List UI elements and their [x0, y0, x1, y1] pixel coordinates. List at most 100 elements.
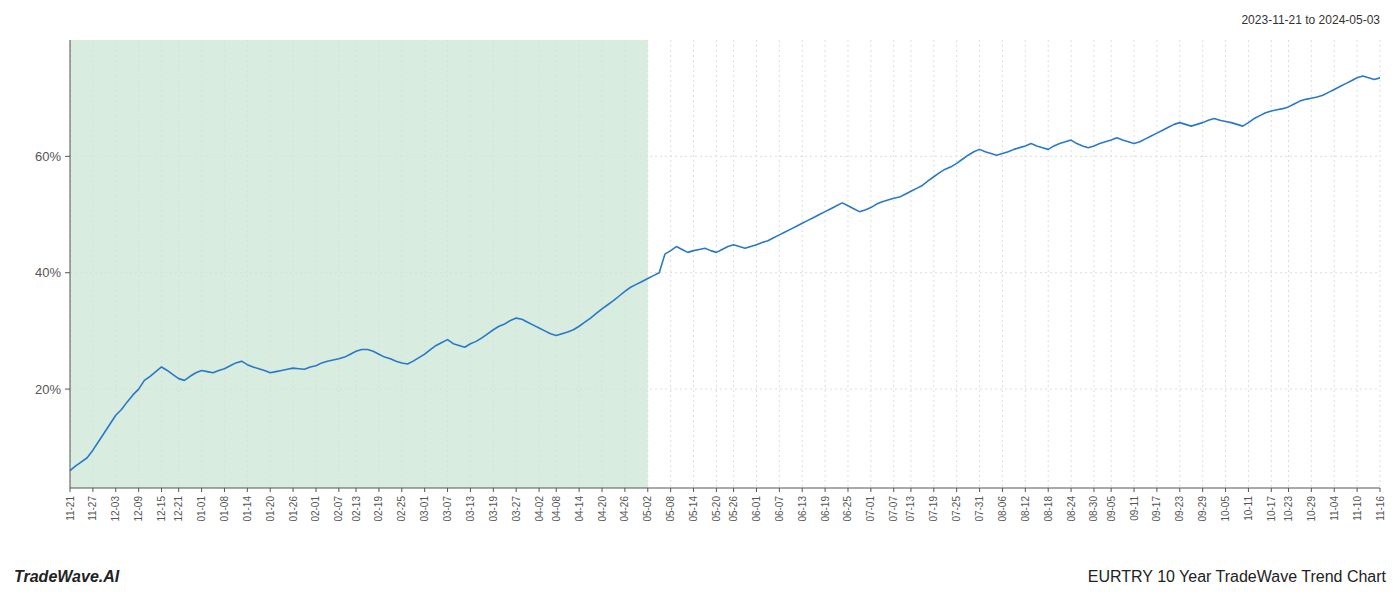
x-tick-label: 05-20 [711, 496, 722, 522]
grid-line-x [1311, 40, 1312, 488]
x-tick-label: 01-08 [219, 496, 230, 522]
x-tick [693, 488, 694, 492]
grid-line-x [1380, 40, 1381, 488]
grid-line-x [1248, 40, 1249, 488]
x-tick [1334, 488, 1335, 492]
x-tick [979, 488, 980, 492]
x-tick [401, 488, 402, 492]
x-tick [70, 488, 71, 492]
shaded-group [70, 40, 648, 488]
grid-line-x [756, 40, 757, 488]
x-tick-label: 12-09 [133, 496, 144, 522]
grid-line-x [516, 40, 517, 488]
grid-line-x [1179, 40, 1180, 488]
grid-line-x [733, 40, 734, 488]
x-tick [424, 488, 425, 492]
grid-line-x [1357, 40, 1358, 488]
x-tick-label: 09-29 [1197, 496, 1208, 522]
x-tick-label: 03-19 [488, 496, 499, 522]
grid-line-x [493, 40, 494, 488]
y-tick [65, 272, 70, 273]
x-tick-label: 05-08 [665, 496, 676, 522]
x-tick [779, 488, 780, 492]
x-tick-label: 04-20 [597, 496, 608, 522]
grid-line-x [224, 40, 225, 488]
grid-line-x [1071, 40, 1072, 488]
x-tick-label: 01-01 [196, 496, 207, 522]
x-tick [956, 488, 957, 492]
x-tick-label: 06-07 [774, 496, 785, 522]
x-tick [1288, 488, 1289, 492]
x-tick-label: 02-19 [373, 496, 384, 522]
x-tick [1202, 488, 1203, 492]
x-tick [356, 488, 357, 492]
grid-line-y [70, 389, 1380, 390]
y-tick [65, 156, 70, 157]
x-tick-label: 11-04 [1329, 496, 1340, 521]
x-tick [447, 488, 448, 492]
x-tick-label: 03-01 [419, 496, 430, 522]
x-tick [1248, 488, 1249, 492]
x-tick [933, 488, 934, 492]
grid-line-x [956, 40, 957, 488]
x-tick-label: 09-05 [1106, 496, 1117, 522]
x-tick [1179, 488, 1180, 492]
x-tick [178, 488, 179, 492]
x-tick [556, 488, 557, 492]
x-tick [115, 488, 116, 492]
x-axis-line [70, 488, 1380, 489]
x-tick [870, 488, 871, 492]
x-tick [224, 488, 225, 492]
grid-line-x [178, 40, 179, 488]
x-tick-label: 09-23 [1174, 496, 1185, 522]
x-tick-label: 08-18 [1043, 496, 1054, 522]
x-tick [493, 488, 494, 492]
x-tick-label: 11-21 [65, 496, 76, 521]
x-tick-label: 07-13 [905, 496, 916, 522]
x-tick-label: 10-29 [1306, 496, 1317, 522]
x-tick [247, 488, 248, 492]
x-tick-label: 05-26 [728, 496, 739, 522]
grid-line-x [92, 40, 93, 488]
axes: 20%40%60%11-2111-2712-0312-0912-1512-210… [35, 40, 1386, 522]
x-tick-label: 02-25 [396, 496, 407, 522]
shaded-region [70, 40, 648, 488]
grid-line-x [201, 40, 202, 488]
x-tick [378, 488, 379, 492]
x-tick [910, 488, 911, 492]
x-tick [802, 488, 803, 492]
x-tick-label: 06-19 [820, 496, 831, 522]
grid-line-x [1156, 40, 1157, 488]
x-tick-label: 08-30 [1088, 496, 1099, 522]
x-tick [201, 488, 202, 492]
grid-line-x [933, 40, 934, 488]
x-tick-label: 01-20 [265, 496, 276, 522]
grid-line-x [602, 40, 603, 488]
grid-line-x [716, 40, 717, 488]
x-tick-label: 11-16 [1375, 496, 1386, 521]
x-tick-label: 07-31 [974, 496, 985, 522]
x-tick-label: 07-01 [865, 496, 876, 522]
grid-line-x [693, 40, 694, 488]
x-tick-label: 02-07 [333, 496, 344, 522]
x-tick [338, 488, 339, 492]
grid-line-x [647, 40, 648, 488]
grid-line-x [802, 40, 803, 488]
grid-line-x [779, 40, 780, 488]
x-tick [825, 488, 826, 492]
x-tick-label: 05-14 [688, 496, 699, 522]
x-tick-label: 04-08 [551, 496, 562, 522]
title: EURTRY 10 Year TradeWave Trend Chart [1088, 568, 1387, 585]
x-tick-label: 10-23 [1283, 496, 1294, 522]
grid-line-x [1048, 40, 1049, 488]
y-tick-label: 40% [35, 265, 61, 280]
grid-line-x [1334, 40, 1335, 488]
x-tick [670, 488, 671, 492]
grid-line-x [1111, 40, 1112, 488]
chart-svg: 20%40%60%11-2111-2712-0312-0912-1512-210… [0, 0, 1400, 600]
x-tick-label: 11-10 [1352, 496, 1363, 521]
series-group [70, 76, 1380, 470]
x-tick [138, 488, 139, 492]
grid-line-x [979, 40, 980, 488]
x-tick-label: 12-03 [110, 496, 121, 522]
